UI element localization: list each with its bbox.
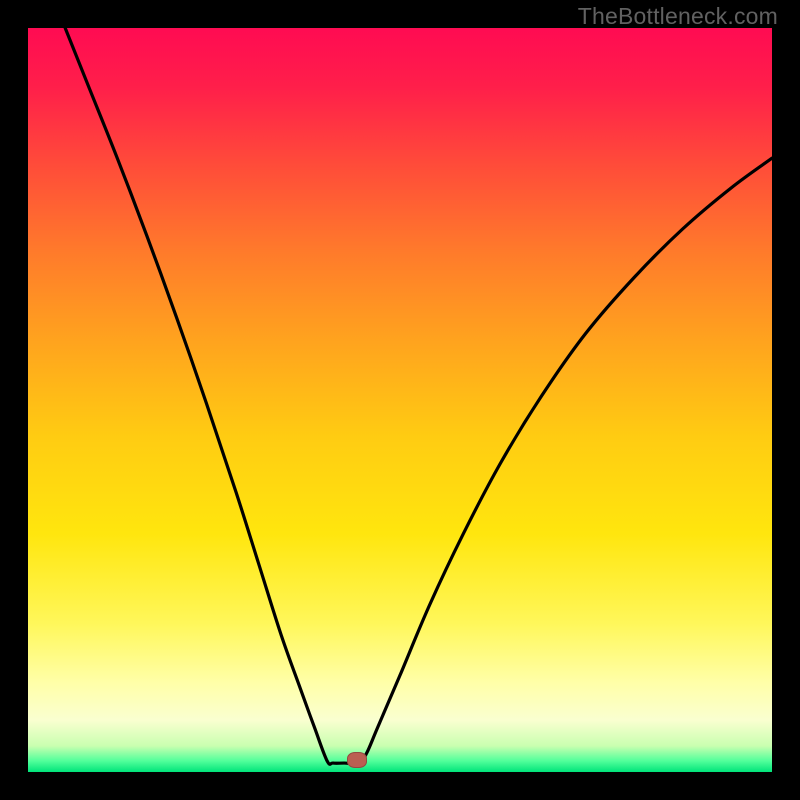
plot-svg (28, 28, 772, 772)
plot-area (28, 28, 772, 772)
plot-background (28, 28, 772, 772)
result-marker (347, 752, 367, 768)
chart-frame: TheBottleneck.com (0, 0, 800, 800)
watermark-text: TheBottleneck.com (578, 3, 778, 30)
